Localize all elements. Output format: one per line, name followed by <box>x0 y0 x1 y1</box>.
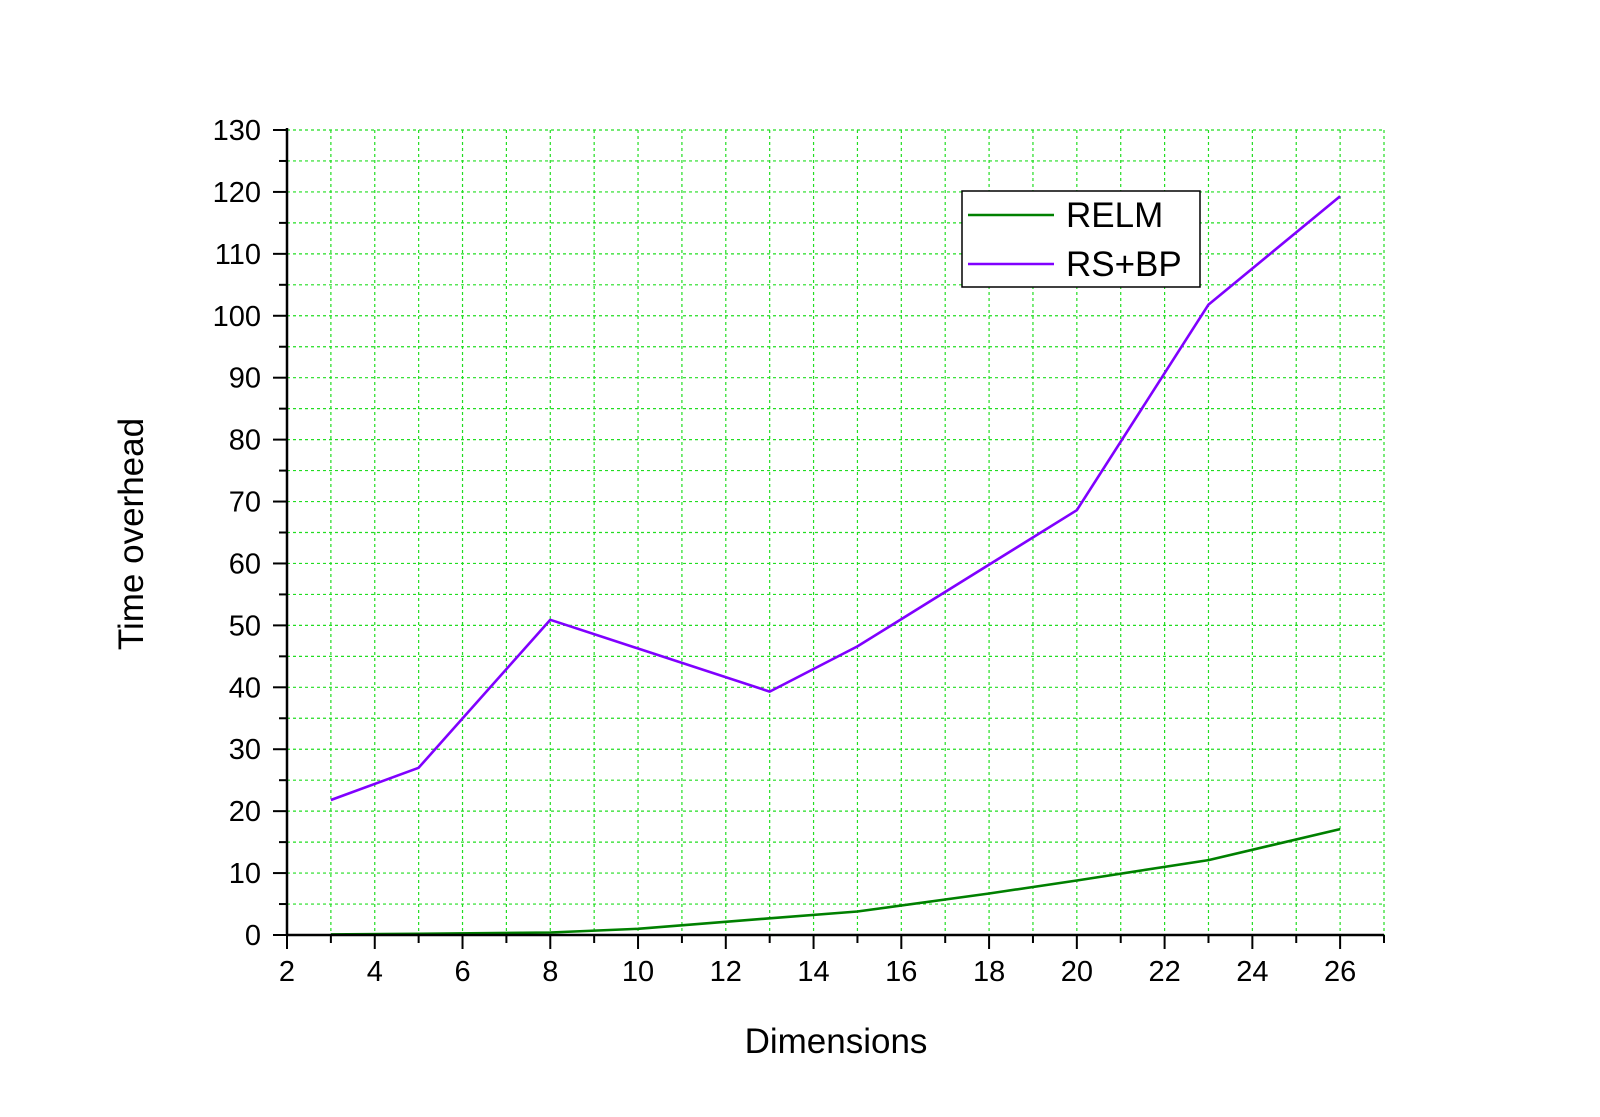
tick-labels: 2 4 6 8 10 12 14 16 18 20 22 24 26010203040506070809… <box>213 115 1357 988</box>
x-tick-label: 22 <box>1148 956 1180 988</box>
y-tick-label: 0 <box>245 920 261 952</box>
series-group <box>330 195 1341 936</box>
y-tick-label: 130 <box>213 115 261 147</box>
x-tick-label: 12 <box>710 956 742 988</box>
axes <box>273 128 1385 949</box>
y-tick-label: 80 <box>229 425 261 457</box>
legend-box <box>961 190 1201 288</box>
y-tick-label: 50 <box>229 610 261 642</box>
x-tick-label: 8 <box>542 956 558 988</box>
series-line-relm <box>330 827 1341 936</box>
y-tick-label: 40 <box>229 672 261 704</box>
x-tick-label: 4 <box>367 956 383 988</box>
y-tick-label: 10 <box>229 858 261 890</box>
x-tick-label: 16 <box>885 956 917 988</box>
x-tick-label: 18 <box>973 956 1005 988</box>
x-tick-label: 6 <box>454 956 470 988</box>
y-tick-label: 110 <box>215 239 261 271</box>
x-tick-label: 20 <box>1061 956 1093 988</box>
x-tick-label: 14 <box>797 956 829 988</box>
y-tick-label: 70 <box>229 487 261 519</box>
y-tick-label: 120 <box>213 177 261 209</box>
y-tick-label: 60 <box>229 548 261 580</box>
x-tick-label: 10 <box>622 956 654 988</box>
x-tick-label: 2 <box>279 956 295 988</box>
y-tick-label: 100 <box>213 301 261 333</box>
legend-label-rs-bp: RS+BP <box>1066 245 1182 284</box>
y-tick-label: 30 <box>229 734 261 766</box>
series-line-rs-bp <box>330 195 1341 802</box>
y-tick-label: 90 <box>229 363 261 395</box>
x-tick-label: 26 <box>1324 956 1356 988</box>
y-axis-title: Time overhead <box>112 418 151 650</box>
y-tick-label: 20 <box>229 796 261 828</box>
legend: RELM RS+BP <box>961 190 1201 288</box>
x-tick-label: 24 <box>1236 956 1268 988</box>
legend-label-relm: RELM <box>1066 196 1163 235</box>
x-axis-title: Dimensions <box>745 1022 928 1061</box>
